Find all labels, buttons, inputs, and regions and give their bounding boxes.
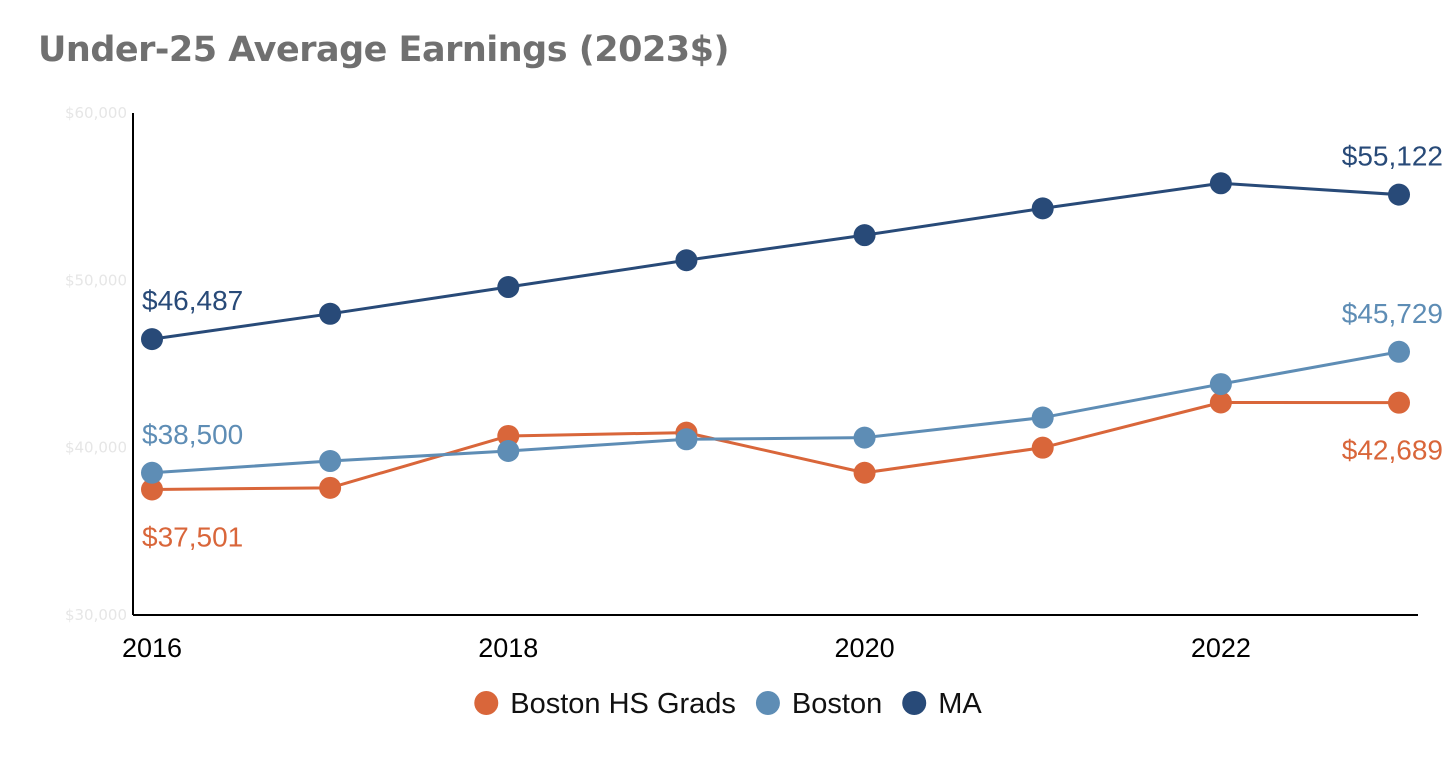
data-point-boston-hs-grads [497,424,520,447]
legend-item-ma: MA [902,688,982,720]
legend-label: Boston [792,688,882,720]
data-label-ma: $46,487 [142,285,243,316]
data-point-boston-hs-grads [1031,436,1054,459]
data-point-boston [1209,373,1232,396]
series-line-boston [151,350,1400,475]
data-label-boston-hs-grads: $37,501 [142,521,243,552]
data-point-boston [497,440,520,463]
data-point-boston-hs-grads [141,478,163,501]
series-line-ma [151,181,1400,341]
data-point-ma [853,224,876,247]
y-tick-label: $50,000 [65,271,127,289]
data-point-boston [853,426,876,449]
data-point-boston [141,461,163,484]
legend-marker [755,691,780,715]
series-boston-hs-grads [141,391,1410,501]
data-point-ma [675,249,698,272]
data-point-boston-hs-grads [1388,391,1410,414]
data-point-ma [497,276,520,299]
series-line-boston-hs-grads [151,400,1400,491]
x-tick-label: 2020 [835,633,895,663]
data-point-ma [1388,183,1410,206]
data-label-ma: $55,122 [1342,141,1443,172]
y-axis-ticks: $30,000 $40,000 $50,000 $60,000 [65,104,127,624]
series-ma [141,172,1410,351]
y-tick-label: $30,000 [65,606,127,624]
legend: Boston HS Grads Boston MA [474,688,982,720]
data-point-boston [675,428,698,451]
legend-marker [474,691,499,715]
legend-label: Boston HS Grads [510,688,736,720]
data-label-boston: $38,500 [142,419,243,450]
y-tick-label: $60,000 [65,104,127,122]
data-labels: $37,501 $42,689 $38,500 $45,729 $46,487 $55,1… [142,141,1443,553]
data-label-boston: $45,729 [1342,298,1443,329]
legend-marker [902,691,927,715]
legend-label: MA [938,688,982,720]
data-point-boston-hs-grads [1209,391,1232,414]
data-point-boston-hs-grads [319,476,342,499]
data-point-ma [319,302,342,325]
data-point-ma [1209,172,1232,195]
series-layer [141,172,1410,501]
x-axis-ticks: 2016 2018 2020 2022 [122,633,1251,663]
data-point-boston-hs-grads [853,461,876,484]
data-point-boston [1031,406,1054,429]
data-point-ma [1031,197,1054,220]
x-tick-label: 2022 [1191,633,1251,663]
y-tick-label: $40,000 [65,439,127,457]
data-label-boston-hs-grads: $42,689 [1342,435,1443,466]
x-tick-label: 2016 [122,633,182,663]
data-point-ma [141,328,163,351]
data-point-boston [1388,340,1410,363]
x-tick-label: 2018 [478,633,538,663]
series-boston [141,340,1410,484]
data-point-boston [319,450,342,473]
legend-item-boston: Boston [755,688,882,720]
chart-title: Under-25 Average Earnings (2023$) [38,30,730,70]
legend-item-boston-hs-grads: Boston HS Grads [474,688,736,720]
